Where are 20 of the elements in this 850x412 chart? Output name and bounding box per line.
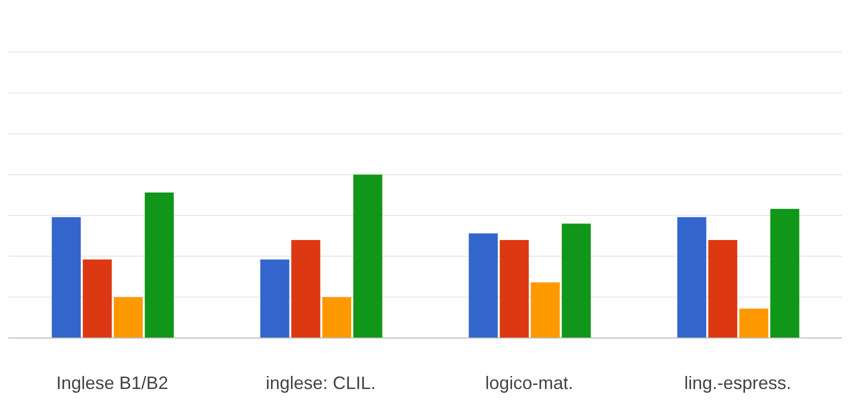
bar: [562, 224, 591, 338]
x-tick-label: ling.-espress.: [684, 372, 792, 393]
bar: [144, 192, 174, 338]
bar: [114, 297, 143, 338]
bar: [52, 217, 81, 338]
bar: [677, 217, 706, 338]
bar: [530, 282, 560, 338]
bar: [353, 174, 382, 338]
bar: [322, 297, 352, 338]
bar: [770, 208, 800, 338]
bar: [739, 308, 768, 338]
x-tick-label: Inglese B1/B2: [56, 372, 168, 393]
x-tick-label: inglese: CLIL.: [266, 372, 376, 393]
bar: [468, 233, 498, 338]
x-tick-label: logico-mat.: [485, 372, 574, 393]
bar: [708, 240, 738, 338]
bar: [500, 240, 529, 338]
bar: [291, 240, 320, 338]
bar: [260, 260, 290, 338]
bar: [82, 260, 112, 338]
